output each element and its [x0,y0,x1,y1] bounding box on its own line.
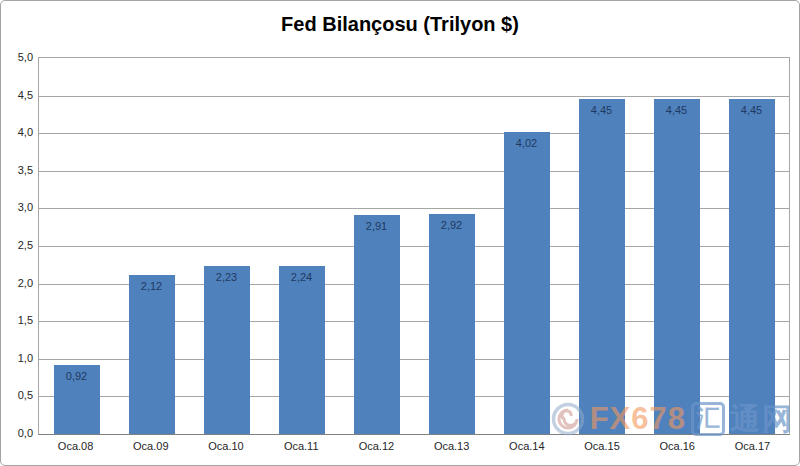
x-axis-tick-labels: Oca.08Oca.09Oca.10Oca.11Oca.12Oca.13Oca.… [38,440,790,452]
bar-Oca.11: 2,24 [279,266,325,434]
y-tick-label: 5,0 [1,50,33,64]
y-tick-label: 3,5 [1,163,33,177]
x-tick-label: Oca.09 [113,440,188,452]
bar-Oca.14: 4,02 [504,132,550,434]
y-tick-label: 4,5 [1,88,33,102]
bar-value-label: 4,45 [729,104,775,116]
y-tick-label: 0,5 [1,388,33,402]
bar-Oca.09: 2,12 [129,275,175,434]
y-tick-label: 0,0 [1,426,33,440]
bar-value-label: 4,45 [579,104,625,116]
x-tick-label: Oca.11 [264,440,339,452]
bar-value-label: 2,92 [429,219,475,231]
bar-Oca.08: 0,92 [54,365,100,434]
bar-value-label: 0,92 [54,370,100,382]
bar-Oca.16: 4,45 [654,99,700,434]
x-tick-label: Oca.10 [188,440,263,452]
bar-value-label: 2,23 [204,271,250,283]
y-tick-label: 2,5 [1,238,33,252]
bar-Oca.17: 4,45 [729,99,775,434]
bar-Oca.10: 2,23 [204,266,250,434]
x-tick-label: Oca.16 [640,440,715,452]
x-tick-label: Oca.15 [564,440,639,452]
x-tick-label: Oca.17 [715,440,790,452]
bar-value-label: 4,45 [654,104,700,116]
gridline [39,96,789,97]
bar-Oca.13: 2,92 [429,214,475,434]
chart-title: Fed Bilançosu (Trilyon $) [1,13,799,36]
x-tick-label: Oca.08 [38,440,113,452]
y-tick-label: 1,5 [1,313,33,327]
y-tick-label: 3,0 [1,200,33,214]
bar-value-label: 2,91 [354,220,400,232]
plot-area: 0,92 2,12 2,23 2,24 2,91 2,92 4,02 4,45 4,45 4,45 [38,57,790,435]
y-tick-label: 4,0 [1,125,33,139]
x-tick-label: Oca.12 [339,440,414,452]
bar-value-label: 2,12 [129,280,175,292]
bar-Oca.15: 4,45 [579,99,625,434]
fed-balance-sheet-chart: Fed Bilançosu (Trilyon $) 0,92 2,12 2,23 2,… [0,0,800,466]
bar-value-label: 4,02 [504,137,550,149]
y-tick-label: 1,0 [1,351,33,365]
bar-Oca.12: 2,91 [354,215,400,434]
bar-value-label: 2,24 [279,271,325,283]
y-tick-label: 2,0 [1,276,33,290]
x-tick-label: Oca.13 [414,440,489,452]
x-tick-label: Oca.14 [489,440,564,452]
